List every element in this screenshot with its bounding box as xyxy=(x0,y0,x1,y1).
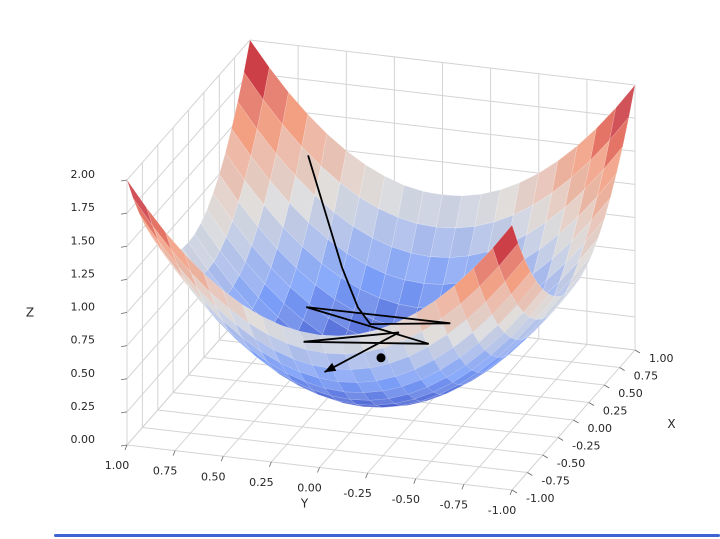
y-tick-label: 0.25 xyxy=(249,476,274,489)
y-tick-label: 0.75 xyxy=(153,465,178,478)
x-tick-label: -0.25 xyxy=(572,440,600,453)
z-tick-label: 1.25 xyxy=(71,267,96,280)
optimizer-path xyxy=(303,155,451,373)
path-arrow-icon xyxy=(324,362,337,373)
z-tick-label: 1.75 xyxy=(71,201,96,214)
y-axis-title: Y xyxy=(300,497,309,511)
z-tick-label: 1.00 xyxy=(71,301,96,314)
z-tick-label: 0.50 xyxy=(71,367,96,380)
surface-mesh xyxy=(126,39,636,408)
z-tick-label: 1.50 xyxy=(71,234,96,247)
video-progress-bar[interactable] xyxy=(54,534,720,537)
x-tick-label: -0.75 xyxy=(541,475,569,488)
y-tick-label: 0.50 xyxy=(201,470,226,483)
x-tick-label: -0.50 xyxy=(557,457,585,470)
x-tick-label: -1.00 xyxy=(526,492,554,505)
minimum-marker xyxy=(376,353,386,363)
y-tick-label: 0.00 xyxy=(297,482,322,495)
y-tick-label: -0.50 xyxy=(392,493,420,506)
x-tick-label: 0.75 xyxy=(634,370,659,383)
y-tick-label: 1.00 xyxy=(105,459,130,472)
x-axis-title: X xyxy=(667,417,675,431)
y-tick-label: -1.00 xyxy=(488,504,516,517)
z-tick-label: 0.25 xyxy=(71,400,96,413)
z-tick-label: 0.00 xyxy=(71,433,96,446)
y-tick-label: -0.75 xyxy=(440,498,468,511)
z-axis-title: Z xyxy=(26,306,34,320)
z-tick-label: 2.00 xyxy=(71,168,96,181)
x-tick-label: 0.00 xyxy=(588,422,613,435)
y-tick-label: -0.25 xyxy=(343,487,371,500)
x-tick-label: 0.50 xyxy=(618,387,643,400)
x-tick-label: 0.25 xyxy=(603,405,628,418)
axes: 0.00 0.25 0.50 0.75 1.00 1.25 1.50 1.75 2.00 1.00… xyxy=(26,168,676,517)
x-tick-label: 1.00 xyxy=(649,352,674,365)
z-tick-label: 0.75 xyxy=(71,334,96,347)
